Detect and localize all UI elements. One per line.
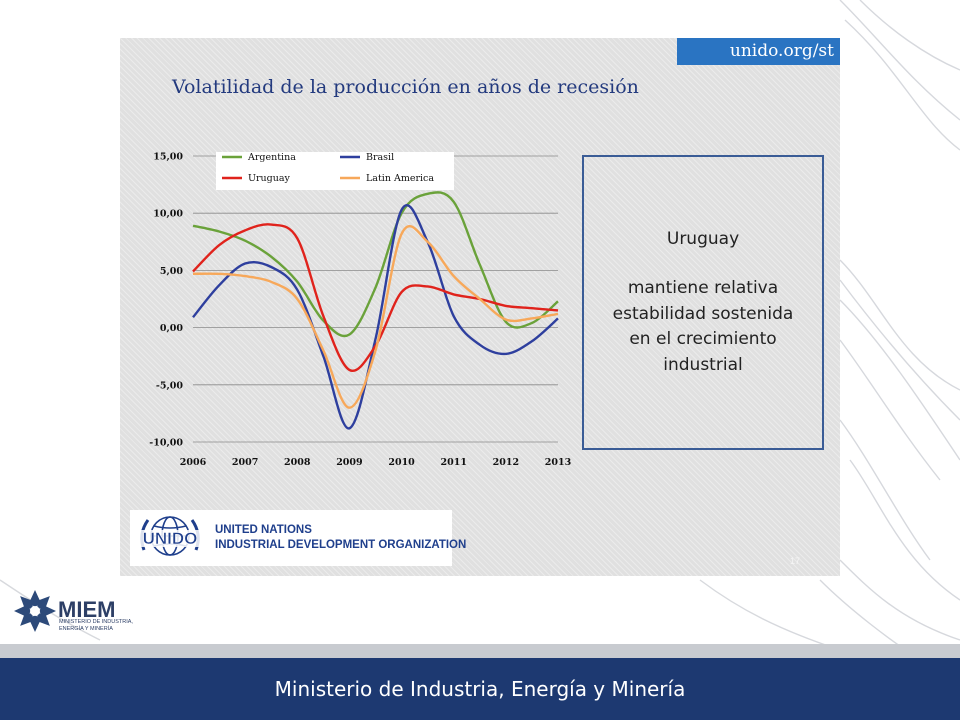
miem-sub-line: ENERGÍA Y MINERÍA: [59, 626, 113, 632]
x-tick-label: 2009: [336, 457, 363, 468]
slide-title: Volatilidad de la producción en años de …: [172, 76, 639, 98]
note-line: industrial: [663, 354, 743, 375]
footer-bar: Ministerio de Industria, Energía y Miner…: [0, 658, 960, 720]
miem-subtitle: MINISTERIO DE INDUSTRIA, ENERGÍA Y MINER…: [59, 619, 133, 633]
note-line: estabilidad sostenida: [612, 303, 794, 324]
x-tick-label: 2013: [545, 457, 571, 468]
x-tick-label: 2006: [180, 457, 207, 468]
y-tick-label: -10,00: [149, 438, 183, 449]
note-line: en el crecimiento: [629, 329, 777, 350]
slide-panel: [120, 38, 840, 576]
x-tick-label: 2012: [493, 457, 519, 468]
legend-box: [216, 152, 454, 190]
legend-label: Uruguay: [248, 173, 291, 184]
y-tick-label: 0,00: [160, 323, 184, 334]
x-tick-label: 2010: [388, 457, 415, 468]
unido-logo-text: UNIDO: [143, 529, 198, 548]
legend-label: Latin America: [366, 173, 434, 184]
unido-logo: UNIDO: [130, 510, 452, 566]
series-line-brasil: [192, 204, 559, 430]
y-tick-label: 15,00: [153, 152, 183, 163]
slide-page-number: 17: [790, 556, 801, 566]
miem-sub-line: MINISTERIO DE INDUSTRIA,: [59, 619, 133, 625]
legend-label: Brasil: [366, 152, 394, 163]
unido-org-name: UNITED NATIONS INDUSTRIAL DEVELOPMENT OR…: [215, 523, 466, 553]
miem-star-icon: [14, 590, 56, 632]
series-line-uruguay: [192, 223, 559, 373]
series-line-argentina: [192, 191, 559, 338]
unido-url-tag: unido.org/st: [677, 38, 840, 65]
x-tick-label: 2011: [440, 457, 466, 468]
legend-label: Argentina: [247, 152, 296, 163]
y-tick-label: -5,00: [156, 380, 183, 391]
y-tick-label: 5,00: [160, 266, 184, 277]
unido-org-line: INDUSTRIAL DEVELOPMENT ORGANIZATION: [215, 539, 467, 551]
x-tick-label: 2007: [232, 457, 258, 468]
unido-org-line: UNITED NATIONS: [215, 524, 312, 536]
line-chart: 15,00 10,00 5,00 0,00 -5,00 -10,00 2006 2007 200…: [149, 152, 571, 469]
footer-text: Ministerio de Industria, Energía y Miner…: [274, 677, 686, 701]
series-line-latin-america: [192, 225, 559, 409]
un-emblem-icon: UNIDO: [136, 516, 204, 556]
footer-strip: [0, 644, 960, 658]
miem-logo-text: MIEM: [58, 597, 116, 622]
note-heading: Uruguay: [666, 228, 740, 249]
note-box: Uruguay mantiene relativa estabilidad so…: [582, 155, 824, 450]
note-line: mantiene relativa: [627, 278, 779, 299]
y-tick-label: 10,00: [153, 209, 183, 220]
x-tick-label: 2008: [284, 457, 311, 468]
